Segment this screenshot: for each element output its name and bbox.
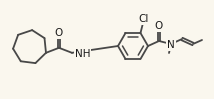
Text: O: O bbox=[155, 21, 163, 31]
Text: O: O bbox=[55, 28, 63, 38]
Text: NH: NH bbox=[75, 49, 91, 59]
Text: N: N bbox=[167, 40, 175, 50]
Text: Cl: Cl bbox=[138, 14, 149, 24]
